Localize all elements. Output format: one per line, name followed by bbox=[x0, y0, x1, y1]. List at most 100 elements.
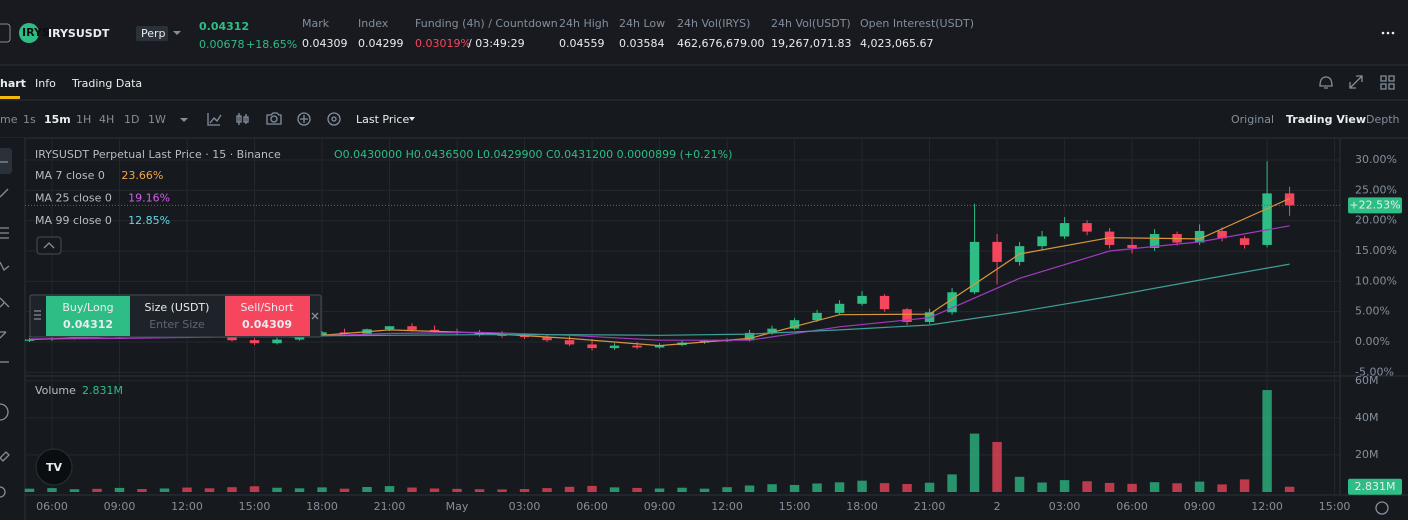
volume-bar bbox=[1217, 484, 1227, 492]
interval[interactable]: 15m bbox=[44, 113, 71, 126]
volume-bar bbox=[722, 487, 732, 492]
more-icon[interactable] bbox=[1381, 31, 1395, 35]
price-type[interactable]: Last Price bbox=[356, 113, 409, 126]
tool-icon[interactable] bbox=[0, 297, 10, 308]
volume-bar bbox=[1172, 483, 1182, 492]
settings-icon[interactable] bbox=[327, 112, 341, 126]
ma-legend-name: MA 99 close 0 bbox=[35, 214, 112, 227]
ma-legend-name: MA 25 close 0 bbox=[35, 192, 112, 205]
volume-bar bbox=[632, 487, 642, 492]
volume-tick-label: 20M bbox=[1355, 448, 1379, 461]
volume-bar bbox=[924, 482, 935, 492]
tool-icon[interactable] bbox=[0, 188, 9, 198]
interval[interactable]: 4H bbox=[99, 113, 114, 126]
interval[interactable]: 1W bbox=[148, 113, 166, 126]
candle-body bbox=[24, 339, 35, 341]
volume-bar bbox=[789, 484, 800, 492]
add-icon[interactable] bbox=[297, 112, 311, 126]
stat-label: Mark bbox=[302, 17, 330, 30]
buy-price[interactable]: 0.04312 bbox=[63, 318, 113, 331]
sell-price[interactable]: 0.04309 bbox=[242, 318, 292, 331]
tool-icon[interactable] bbox=[0, 486, 6, 498]
drawing-sidebar bbox=[0, 138, 25, 520]
menu-icon[interactable] bbox=[0, 23, 11, 43]
candle-body bbox=[992, 241, 1002, 262]
expand-icon[interactable] bbox=[1349, 75, 1363, 89]
volume-bar bbox=[182, 487, 192, 492]
indicator-icon[interactable] bbox=[207, 113, 222, 126]
candle-type-icon[interactable] bbox=[236, 113, 249, 125]
volume-bar bbox=[452, 488, 462, 492]
symbol[interactable]: IRYSUSDT bbox=[48, 27, 110, 40]
tab[interactable]: Info bbox=[35, 77, 56, 90]
interval-caret[interactable] bbox=[180, 118, 188, 122]
candle-body bbox=[384, 326, 395, 330]
volume-bar bbox=[1262, 390, 1272, 492]
candle-body bbox=[272, 339, 282, 344]
size-input[interactable]: Enter Size bbox=[149, 318, 205, 331]
tradingview-logo[interactable] bbox=[35, 448, 73, 486]
volume-bar bbox=[677, 487, 687, 492]
volume-bar bbox=[1104, 482, 1115, 492]
chart-icons bbox=[1319, 75, 1395, 90]
volume-bar bbox=[249, 486, 260, 492]
drag-handle[interactable] bbox=[34, 310, 41, 320]
candle-body bbox=[497, 334, 507, 336]
volume-bar bbox=[1014, 476, 1025, 492]
stat-label: Index bbox=[358, 17, 389, 30]
tool-icon[interactable] bbox=[0, 451, 10, 462]
stat-label: 24h Vol(IRYS) bbox=[677, 17, 750, 30]
stat-value: 462,676,679.00 bbox=[677, 37, 764, 50]
close-icon[interactable] bbox=[311, 312, 319, 320]
collapse-button[interactable] bbox=[36, 236, 62, 255]
coin-logo-mark: IRYS bbox=[22, 26, 50, 39]
volume-bar bbox=[1239, 479, 1250, 492]
interval[interactable]: 1H bbox=[76, 113, 91, 126]
candle-body bbox=[587, 344, 597, 349]
volume-bar bbox=[609, 487, 620, 492]
alert-icon[interactable] bbox=[1319, 76, 1333, 89]
ohlc-readout: O0.0430000 H0.0436500 L0.0429900 C0.0431… bbox=[334, 148, 732, 161]
ma-legend-value: 12.85% bbox=[128, 214, 170, 227]
sell-button[interactable] bbox=[225, 296, 310, 336]
layout-icon[interactable] bbox=[1380, 75, 1395, 90]
axis-settings-icon[interactable] bbox=[1375, 501, 1389, 515]
volume-bar bbox=[384, 486, 395, 492]
interval[interactable]: me bbox=[0, 113, 18, 126]
tab[interactable]: Trading Data bbox=[71, 77, 142, 90]
tool-icon[interactable] bbox=[0, 227, 9, 239]
interval[interactable]: 1s bbox=[23, 113, 36, 126]
screenshot-icon[interactable] bbox=[266, 112, 282, 125]
candle-body bbox=[789, 320, 800, 329]
view-tab[interactable]: Depth bbox=[1366, 113, 1400, 126]
volume-bar bbox=[1284, 486, 1295, 492]
symbol-caret[interactable] bbox=[173, 31, 181, 35]
stat-value: 0.04299 bbox=[358, 37, 404, 50]
x-tick-label: 09:00 bbox=[104, 500, 136, 513]
tool-icon[interactable] bbox=[0, 261, 10, 272]
sell-label[interactable]: Sell/Short bbox=[240, 301, 294, 314]
interval[interactable]: 1D bbox=[124, 113, 139, 126]
candle-body bbox=[632, 345, 642, 348]
y-tick-label: 10.00% bbox=[1355, 274, 1397, 287]
x-tick-label: 21:00 bbox=[374, 500, 406, 513]
stat-label: 24h Vol(USDT) bbox=[771, 17, 851, 30]
buy-button[interactable] bbox=[46, 296, 130, 336]
volume-bar bbox=[227, 487, 237, 492]
volume-title: Volume bbox=[35, 384, 76, 397]
candle-body bbox=[1262, 193, 1272, 245]
x-tick-label: 18:00 bbox=[306, 500, 338, 513]
candle-body bbox=[519, 335, 530, 338]
buy-label[interactable]: Buy/Long bbox=[62, 301, 113, 314]
view-tab[interactable]: Original bbox=[1231, 113, 1274, 126]
volume-bar bbox=[902, 484, 912, 492]
view-tab[interactable]: Trading View bbox=[1286, 113, 1366, 126]
tab[interactable]: hart bbox=[0, 77, 26, 90]
tool-icon[interactable] bbox=[0, 403, 9, 421]
price-type-caret[interactable] bbox=[409, 117, 415, 121]
x-tick-label: 18:00 bbox=[846, 500, 878, 513]
tool-icon[interactable] bbox=[0, 331, 7, 339]
collapse-icon[interactable] bbox=[43, 242, 55, 249]
candle-body bbox=[1239, 238, 1250, 245]
volume-bar bbox=[992, 441, 1002, 492]
